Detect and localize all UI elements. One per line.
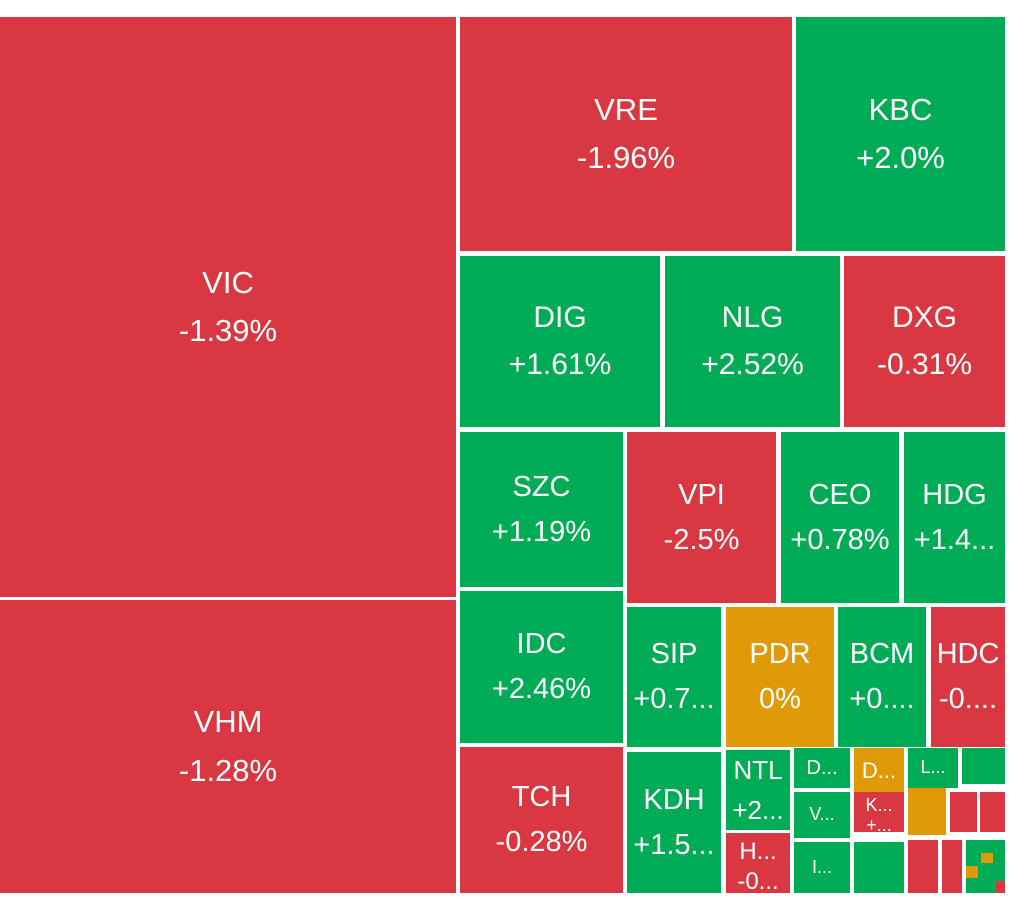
treemap-mini-tile[interactable] (966, 840, 978, 850)
tile-change: -2.5% (663, 523, 740, 556)
tile-change: +1.5... (633, 828, 715, 861)
tile-change: +1.61% (508, 347, 612, 381)
treemap-tile-sip[interactable]: SIP +0.7... (627, 607, 721, 747)
treemap-tile-kbc[interactable]: KBC +2.0% (796, 17, 1005, 251)
tile-symbol: KBC (868, 91, 933, 127)
tile-symbol: PDR (749, 638, 811, 671)
tile-change: -0.... (938, 683, 997, 715)
treemap-mini-tile[interactable] (980, 792, 1005, 832)
treemap-tile-nlg[interactable]: NLG +2.52% (665, 256, 840, 427)
tile-symbol: V... (809, 804, 835, 825)
tile-change: -1.39% (178, 313, 278, 348)
treemap-tile-pdr[interactable]: PDR 0% (726, 607, 834, 747)
treemap-mini-tile[interactable] (996, 853, 1005, 863)
tile-change: +0.... (849, 683, 915, 715)
tile-symbol: VHM (193, 704, 263, 740)
tile-change: -1.96% (576, 140, 676, 175)
tile-symbol: VPI (678, 478, 725, 511)
treemap-tile[interactable] (908, 788, 946, 835)
tile-change: +1.19% (491, 515, 592, 548)
tile-symbol: BCM (849, 638, 915, 671)
tile-change: -0.31% (876, 347, 973, 381)
tile-symbol: HDG (922, 478, 987, 511)
treemap-tile-l[interactable]: L... (908, 748, 958, 788)
tile-symbol: HDC (936, 638, 1000, 671)
treemap-tile-k[interactable]: K... +... (854, 792, 904, 832)
treemap-tile-i[interactable]: I... (794, 842, 850, 893)
tile-change: +2.46% (491, 673, 592, 705)
tile-symbol: SZC (512, 470, 571, 503)
treemap-tile[interactable] (854, 842, 904, 893)
tile-symbol: IDC (516, 628, 567, 661)
tile-change: +1.4... (913, 523, 996, 556)
treemap-tile-vpi[interactable]: VPI -2.5% (627, 432, 776, 603)
treemap-tile-d[interactable]: D... (794, 748, 850, 788)
tile-symbol: VRE (594, 91, 658, 127)
tile-change: 0% (759, 683, 801, 715)
tile-change: +0.7... (633, 683, 715, 715)
tile-change: -0.28% (495, 826, 588, 858)
treemap-mini-tile[interactable] (981, 853, 993, 863)
tile-change: +0.78% (790, 523, 890, 556)
treemap-tile-dxg[interactable]: DXG -0.31% (844, 256, 1005, 427)
tile-change: -0... (737, 868, 779, 893)
treemap-tile-kdh[interactable]: KDH +1.5... (627, 752, 721, 893)
treemap-tile-hdc[interactable]: HDC -0.... (931, 607, 1005, 747)
tile-change: +2.52% (701, 347, 804, 381)
tile-symbol: H... (739, 838, 777, 863)
treemap-mini-tile[interactable] (966, 866, 978, 878)
treemap-tile-szc[interactable]: SZC +1.19% (460, 432, 623, 587)
tile-symbol: DIG (533, 301, 587, 334)
treemap-mini-tile[interactable] (962, 748, 1005, 784)
treemap-tile-h[interactable]: H... -0... (726, 833, 790, 893)
tile-symbol: SIP (650, 638, 698, 671)
treemap-mini-tile[interactable] (966, 881, 978, 893)
tile-change: -1.28% (178, 752, 278, 788)
tile-change: +... (866, 815, 892, 832)
treemap-mini-tile[interactable] (981, 866, 993, 878)
treemap-mini-tile[interactable] (981, 881, 993, 893)
treemap-tile-vre[interactable]: VRE -1.96% (460, 17, 792, 251)
tile-change: +2.0% (856, 140, 945, 175)
treemap-tile[interactable] (908, 840, 938, 893)
tile-symbol: TCH (511, 781, 572, 814)
treemap-tile-bcm[interactable]: BCM +0.... (838, 607, 926, 747)
treemap-mini-tile[interactable] (981, 840, 993, 850)
treemap-tile-vic[interactable]: VIC -1.39% (0, 17, 456, 597)
tile-symbol: D... (861, 757, 897, 783)
treemap-tile-hdg[interactable]: HDG +1.4... (904, 432, 1005, 603)
tile-symbol: I... (811, 856, 832, 877)
treemap-tile[interactable] (942, 840, 962, 893)
treemap-tile-dig[interactable]: DIG +1.61% (460, 256, 660, 427)
tile-change: +2... (732, 795, 784, 825)
treemap-mini-tile[interactable] (996, 866, 1005, 878)
tile-symbol: NLG (721, 301, 784, 334)
tile-symbol: DXG (891, 301, 957, 334)
treemap-mini-tile[interactable] (996, 840, 1005, 850)
tile-symbol: CEO (808, 478, 872, 511)
treemap-mini-tile[interactable] (996, 881, 1005, 893)
treemap-tile-v[interactable]: V... (794, 792, 850, 838)
tile-symbol: NTL (733, 755, 783, 785)
treemap-mini-tile[interactable] (966, 853, 978, 863)
treemap-tile-ceo[interactable]: CEO +0.78% (781, 432, 899, 603)
treemap-tile-tch[interactable]: TCH -0.28% (460, 747, 623, 893)
treemap-tile-ntl[interactable]: NTL +2... (726, 750, 790, 830)
tile-symbol: VIC (202, 264, 254, 300)
tile-symbol: D... (806, 756, 838, 779)
treemap-tile-idc[interactable]: IDC +2.46% (460, 591, 623, 743)
tile-symbol: KDH (643, 783, 705, 816)
treemap-mini-tile[interactable] (950, 792, 977, 832)
tile-symbol: K... (865, 795, 893, 812)
treemap-tile-vhm[interactable]: VHM -1.28% (0, 600, 456, 893)
tile-symbol: L... (920, 757, 946, 778)
